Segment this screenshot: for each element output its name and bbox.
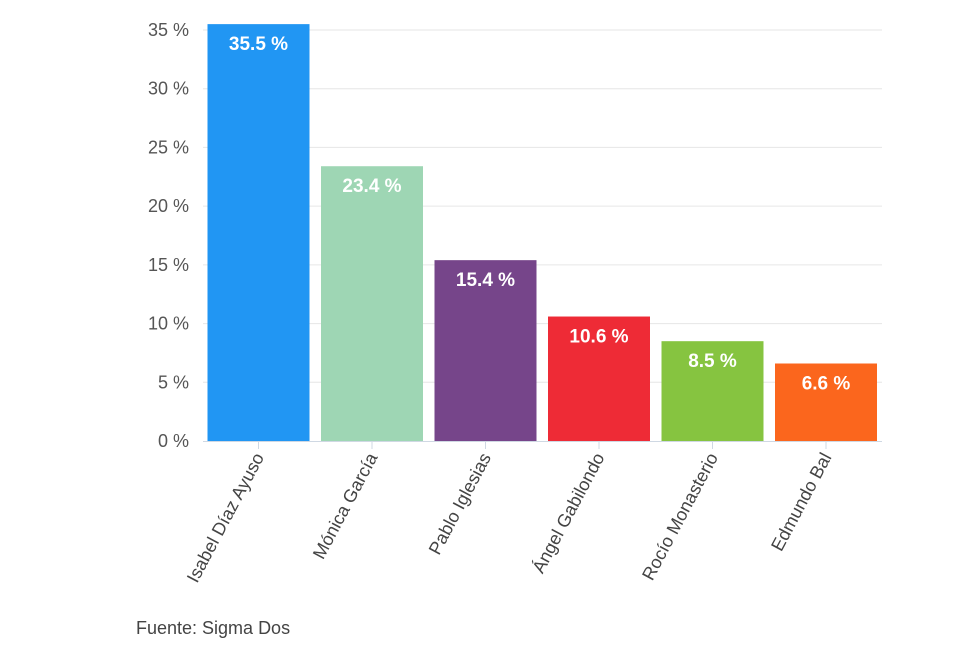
- bar: [321, 166, 423, 441]
- y-tick-label: 25 %: [148, 137, 189, 157]
- source-note: Fuente: Sigma Dos: [136, 618, 291, 638]
- bar: [661, 341, 764, 441]
- data-label: 8.5 %: [688, 351, 737, 372]
- y-tick-label: 15 %: [148, 255, 189, 275]
- y-tick-label: 30 %: [148, 79, 189, 99]
- x-tick-label: Mónica García: [309, 449, 382, 563]
- y-tick-label: 10 %: [148, 314, 189, 334]
- bar: [434, 260, 537, 441]
- bar: [775, 363, 877, 441]
- data-label: 15.4 %: [456, 270, 515, 291]
- bar: [548, 316, 650, 441]
- x-tick-label: Pablo Iglesias: [425, 449, 495, 557]
- x-tick-label: Isabel Díaz Ayuso: [183, 449, 268, 585]
- y-tick-label: 35 %: [148, 20, 189, 40]
- y-tick-label: 0 %: [158, 431, 189, 451]
- x-tick-label: Edmundo Bal: [767, 449, 835, 554]
- bar: [207, 24, 310, 441]
- y-tick-label: 20 %: [148, 196, 189, 216]
- x-tick-label: Ángel Gabilondo: [528, 449, 608, 576]
- data-label: 6.6 %: [802, 373, 851, 394]
- x-tick-label: Rocío Monasterio: [638, 449, 722, 583]
- data-label: 35.5 %: [229, 34, 288, 55]
- data-label: 10.6 %: [569, 327, 628, 348]
- data-label: 23.4 %: [342, 176, 401, 197]
- y-tick-label: 5 %: [158, 372, 189, 392]
